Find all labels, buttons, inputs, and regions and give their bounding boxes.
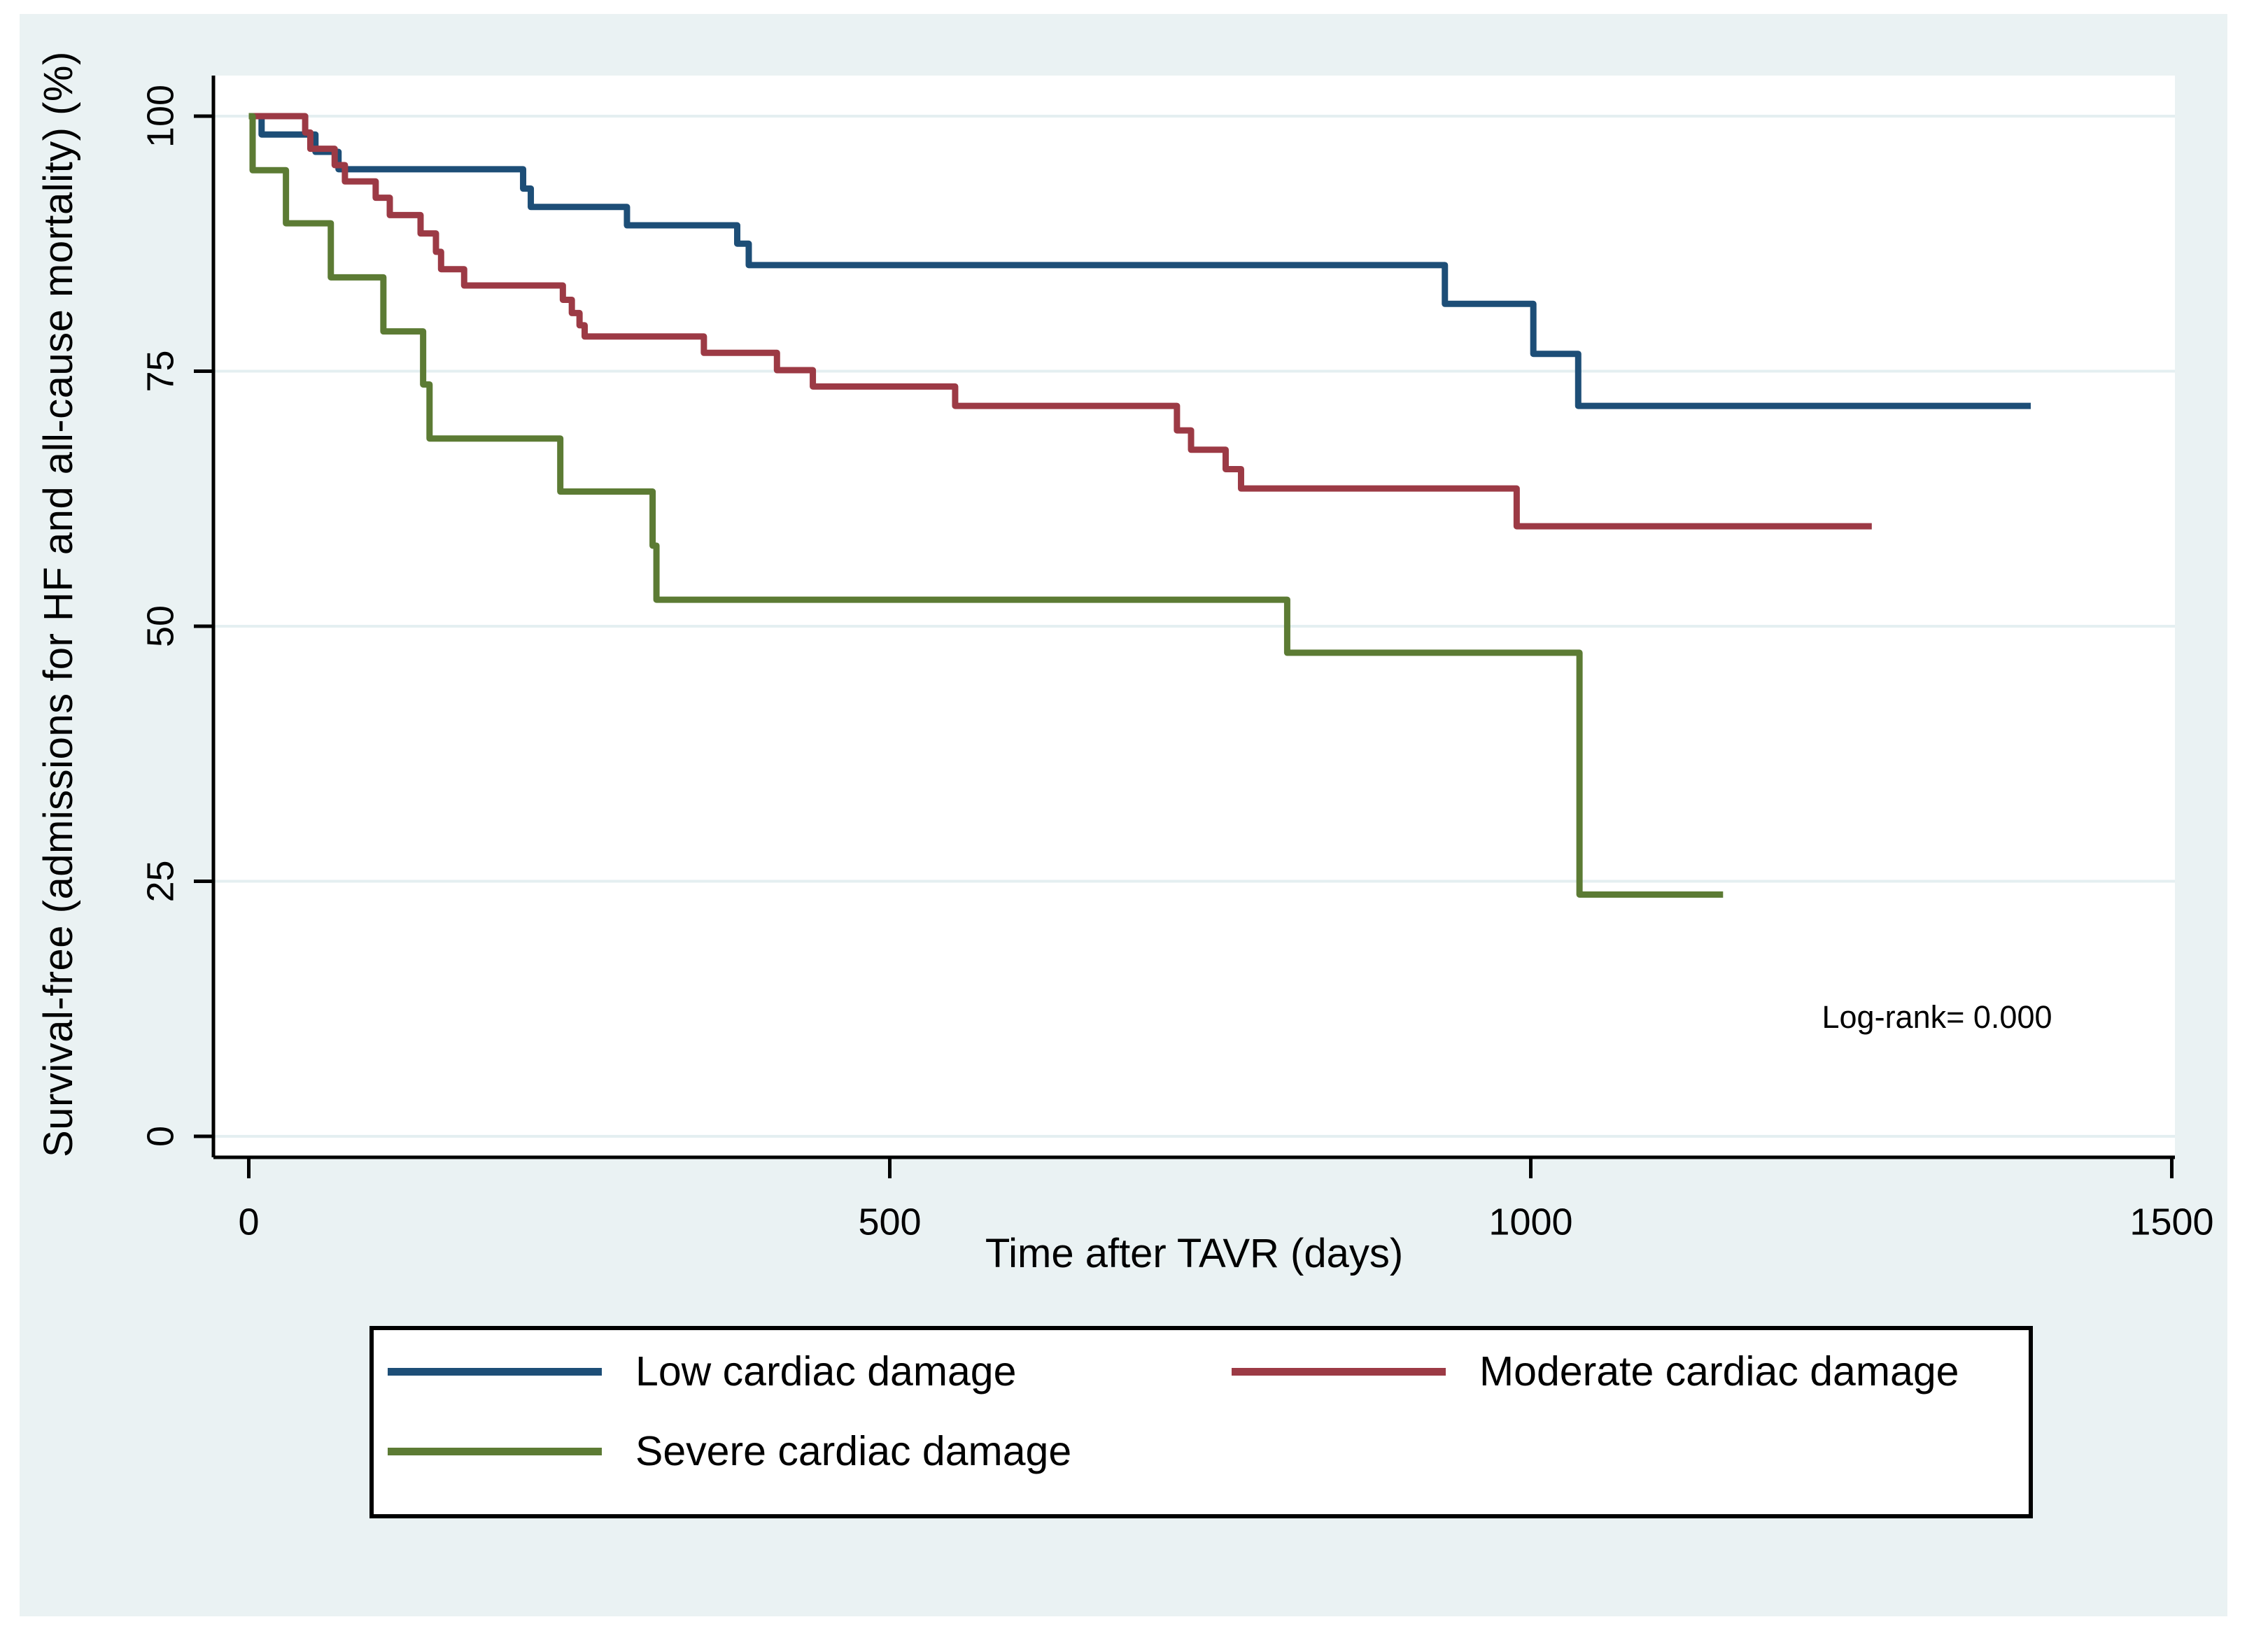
legend-swatch-low-line bbox=[388, 1367, 602, 1376]
legend-label-low: Low cardiac damage bbox=[635, 1348, 1017, 1395]
y-tick-label-25: 25 bbox=[139, 860, 181, 902]
legend-box: Low cardiac damage Moderate cardiac dama… bbox=[369, 1326, 2033, 1518]
x-axis-title: Time after TAVR (days) bbox=[985, 1231, 1404, 1276]
chart-canvas: 0 25 50 75 100 0 500 1000 1500 Survival-free (ad… bbox=[20, 14, 2227, 1616]
x-tick-label-1000: 1000 bbox=[1488, 1201, 1572, 1243]
x-tick-label-500: 500 bbox=[858, 1201, 921, 1243]
x-tick-label-1500: 1500 bbox=[2129, 1201, 2213, 1243]
log-rank-annotation: Log-rank= 0.000 bbox=[1822, 999, 2052, 1035]
y-axis-title: Survival-free (admissions for HF and all… bbox=[36, 51, 81, 1157]
y-tick-label-75: 75 bbox=[139, 350, 181, 392]
y-tick-label-0: 0 bbox=[139, 1126, 181, 1147]
legend-item-low: Low cardiac damage bbox=[388, 1341, 1016, 1402]
legend-item-severe: Severe cardiac damage bbox=[388, 1421, 1071, 1481]
legend-label-severe: Severe cardiac damage bbox=[635, 1428, 1072, 1474]
legend-swatch-moderate-line bbox=[1232, 1367, 1446, 1376]
legend-item-moderate: Moderate cardiac damage bbox=[1232, 1341, 1959, 1402]
legend-label-moderate: Moderate cardiac damage bbox=[1479, 1348, 1959, 1395]
legend-swatch-severe-line bbox=[388, 1447, 602, 1455]
y-tick-label-100: 100 bbox=[139, 85, 181, 148]
x-tick-label-0: 0 bbox=[238, 1201, 259, 1243]
y-tick-label-50: 50 bbox=[139, 605, 181, 647]
